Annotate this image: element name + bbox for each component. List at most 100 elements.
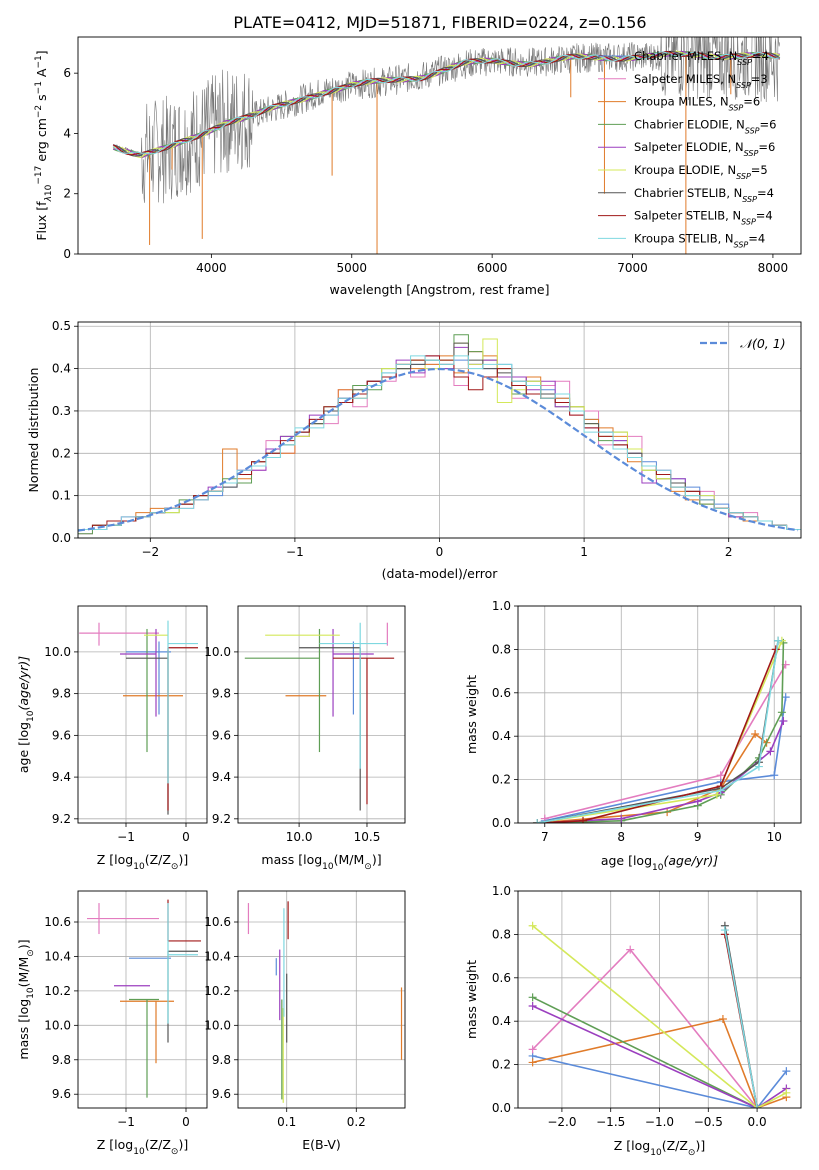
label-part: 10 <box>650 1148 662 1158</box>
weight-line-kroupa-miles <box>537 732 768 823</box>
weight-marker-kroupa-miles <box>751 730 760 739</box>
y-tick-label: 0.8 <box>492 927 511 941</box>
label-part: 10 <box>44 184 54 196</box>
legend-eq: =4 <box>756 209 773 223</box>
label-part: ⊙ <box>171 1147 179 1157</box>
x-tick-label: −1.5 <box>596 1115 625 1129</box>
label-part: erg cm <box>34 118 49 166</box>
label-part: 10 <box>652 863 664 873</box>
legend-entry: Kroupa STELIB, NSSP=4 <box>634 231 765 249</box>
legend-name: Kroupa MILES, N <box>634 95 729 109</box>
weight-marker-salpeter-miles <box>528 1045 537 1054</box>
label-part: )] <box>16 939 31 949</box>
weight-marker-kroupa-miles <box>528 1058 537 1067</box>
y-tick-label: 10.0 <box>204 1018 231 1032</box>
y-axis-label: mass weight <box>464 675 479 754</box>
legend-sub: SSP <box>741 217 756 226</box>
legend-sub: SSP <box>736 80 751 89</box>
y-tick-label: 10.4 <box>44 949 71 963</box>
weight-marker-salpeter-elodie <box>766 747 775 756</box>
y-tick-label: 10.0 <box>44 1018 71 1032</box>
x-tick-label: −2.0 <box>547 1115 576 1129</box>
label-part: ⊙ <box>171 862 179 872</box>
legend-name: Kroupa ELODIE, N <box>634 163 736 177</box>
label-part: )] <box>695 1138 705 1153</box>
x-axis-label: E(B-V) <box>302 1137 341 1152</box>
plot-frame <box>237 605 406 824</box>
label-part: (age/yr)] <box>663 853 718 868</box>
y-tick-label: 0.4 <box>492 729 511 743</box>
label-part: age [log <box>601 853 652 868</box>
figure-title: PLATE=0412, MJD=51871, FIBERID=0224, z=0… <box>233 13 646 32</box>
label-part: −2 <box>34 105 44 118</box>
legend-sub: SSP <box>729 103 744 112</box>
x-axis-label: Z [log10(Z/Z⊙)] <box>614 1138 705 1158</box>
label-part: (age/yr)] <box>16 656 31 711</box>
label-part: s <box>34 94 49 105</box>
mass-weight-vs-Z-panel: −2.0 −1.5 −1.0 −0.5 0.0 0.0 0.2 0.4 0.6 0.8 1.0 Z [… <box>464 884 802 1158</box>
label-part: mass [log <box>261 852 322 867</box>
legend-entry: Kroupa ELODIE, NSSP=5 <box>634 163 768 181</box>
x-axis-label: age [log10(age/yr)] <box>601 853 718 873</box>
y-tick-label: 0.0 <box>492 816 511 830</box>
x-tick-label: 0 <box>182 830 190 844</box>
label-part: )] <box>372 852 382 867</box>
label-part: Flux [f <box>34 201 49 241</box>
legend-entry: Salpeter ELODIE, NSSP=6 <box>634 140 775 158</box>
y-axis-label: age [log10(age/yr)] <box>16 656 36 773</box>
errorbars <box>87 899 201 1098</box>
y-tick-label: 6 <box>63 66 71 80</box>
y-tick-label: 1.0 <box>492 884 511 898</box>
label-part: −1 <box>34 81 44 94</box>
legend-eq: =6 <box>743 95 760 109</box>
x-tick-label: 1 <box>580 545 588 559</box>
legend-eq: =3 <box>751 72 768 86</box>
weight-marker-kroupa-stelib <box>754 762 763 771</box>
weight-line-salpeter-elodie <box>532 1005 787 1108</box>
y-tick-label: 10.6 <box>44 915 71 929</box>
label-part: 10 <box>26 987 36 999</box>
x-axis-label: Z [log10(Z/Z⊙)] <box>97 852 188 872</box>
spectrum-model-kroupa-stelib <box>112 51 780 155</box>
x-tick-label: 10.5 <box>354 830 381 844</box>
histogram-kroupa-stelib <box>78 355 801 538</box>
legend-name: Chabrier ELODIE, N <box>634 117 745 131</box>
legend-entry: Chabrier MILES, NSSP=4 <box>634 49 769 67</box>
y-axis-label: mass weight <box>464 960 479 1039</box>
y-tick-label: 9.8 <box>52 1053 71 1067</box>
plot-frame <box>237 890 406 1109</box>
y-tick-label: 4 <box>63 126 71 140</box>
legend-entry: Salpeter STELIB, NSSP=4 <box>634 209 773 227</box>
label-part: 10 <box>322 862 334 872</box>
weight-line-chabrier-miles <box>544 696 787 822</box>
y-tick-label: 9.8 <box>212 687 231 701</box>
legend-sub: SSP <box>736 172 751 181</box>
label-part: (M/M <box>16 957 31 988</box>
legend-entry: Chabrier STELIB, NSSP=4 <box>634 186 774 204</box>
x-axis-label: wavelength [Angstrom, rest frame] <box>329 282 549 297</box>
y-tick-label: 10.0 <box>204 645 231 659</box>
label-part: 10 <box>133 1147 145 1157</box>
weight-marker-chabrier-elodie <box>528 993 537 1002</box>
errorbars <box>247 901 403 1103</box>
y-tick-label: 9.4 <box>52 770 71 784</box>
legend-sub: SSP <box>734 240 749 249</box>
label-part: −1 <box>34 55 44 68</box>
weight-line-chabrier-elodie <box>532 996 758 1108</box>
y-tick-label: 9.2 <box>52 812 71 826</box>
weight-marker-chabrier-miles <box>781 693 790 702</box>
label-part: age [log <box>16 722 31 773</box>
label-part: ⊙ <box>26 949 36 957</box>
x-tick-label: 0 <box>182 1115 190 1129</box>
weight-marker-kroupa-elodie <box>782 1088 791 1097</box>
weight-marker-salpeter-miles <box>626 945 635 954</box>
y-tick-label: 10.0 <box>44 645 71 659</box>
spectrum-panel: 4000 5000 6000 7000 8000 0 2 4 6 wavelength [Angs… <box>34 36 802 297</box>
residual-steps <box>78 334 801 538</box>
y-tick-label: 9.6 <box>212 1087 231 1101</box>
y-tick-label: 0 <box>63 247 71 261</box>
weight-marker-kroupa-stelib <box>716 786 725 795</box>
plot-frame <box>77 321 802 539</box>
y-tick-label: 9.4 <box>212 770 231 784</box>
x-tick-label: 10.0 <box>286 830 313 844</box>
